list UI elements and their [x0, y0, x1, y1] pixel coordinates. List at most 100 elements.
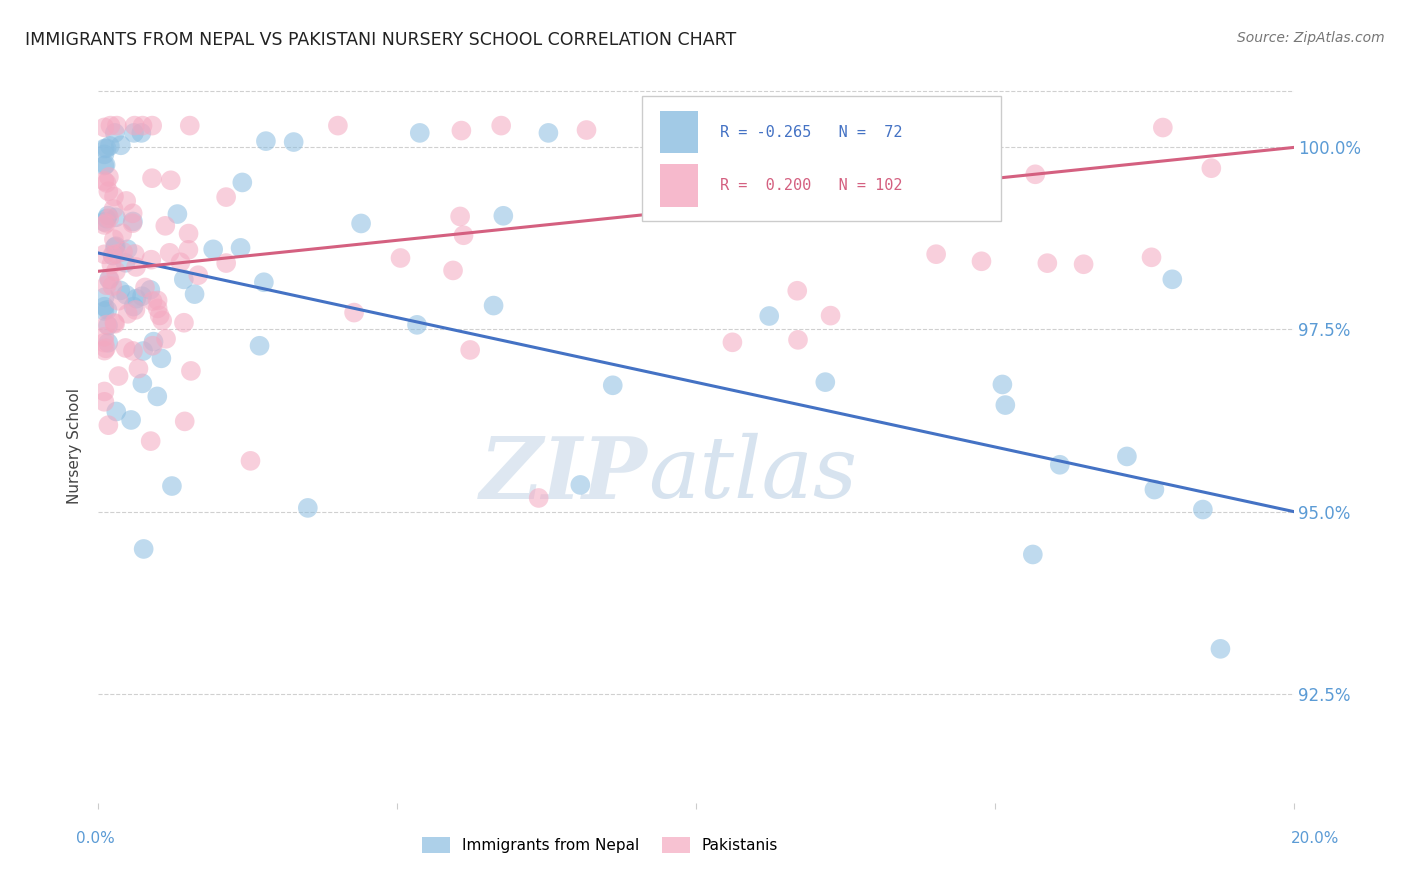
Point — [93, 142, 115, 156]
Point — [409, 126, 432, 140]
Point — [104, 211, 127, 225]
Point — [120, 413, 142, 427]
Point — [104, 126, 127, 140]
Point — [124, 247, 146, 261]
Point — [350, 217, 373, 231]
Point — [155, 219, 177, 233]
Point — [177, 243, 200, 257]
Point — [489, 119, 512, 133]
Point — [155, 332, 177, 346]
Point — [1140, 250, 1163, 264]
Point — [215, 256, 238, 270]
Point — [93, 304, 115, 318]
Point — [97, 318, 120, 333]
Point — [173, 414, 195, 428]
Text: R = -0.265   N =  72: R = -0.265 N = 72 — [720, 125, 903, 139]
Point — [146, 293, 169, 308]
Point — [93, 147, 115, 161]
Bar — [661, 164, 699, 207]
Point — [104, 239, 127, 253]
Point — [215, 190, 238, 204]
Point — [112, 244, 135, 259]
Point — [537, 126, 560, 140]
Point — [127, 361, 149, 376]
Point — [104, 264, 127, 278]
Point — [125, 260, 148, 274]
Point — [173, 316, 195, 330]
Point — [142, 339, 165, 353]
Point — [1143, 483, 1166, 497]
Point — [131, 289, 153, 303]
Point — [104, 240, 127, 254]
Point — [150, 313, 173, 327]
Point — [93, 384, 115, 399]
Point — [105, 247, 128, 261]
Point — [283, 135, 305, 149]
Point — [115, 288, 138, 302]
Point — [131, 119, 153, 133]
Point — [122, 126, 145, 140]
Point — [97, 335, 120, 350]
Text: 0.0%: 0.0% — [76, 831, 115, 846]
Point — [166, 207, 188, 221]
Point — [453, 228, 475, 243]
Point — [918, 119, 941, 133]
Text: ZIP: ZIP — [481, 433, 648, 516]
Point — [1049, 458, 1071, 472]
Text: atlas: atlas — [648, 434, 858, 516]
Point — [103, 189, 125, 203]
Point — [103, 316, 125, 330]
Point — [970, 254, 993, 268]
Point — [1116, 450, 1139, 464]
Point — [146, 301, 169, 316]
Point — [1022, 548, 1045, 562]
Point — [441, 263, 464, 277]
Point — [94, 342, 117, 356]
Point — [450, 123, 472, 137]
Point — [101, 279, 124, 293]
Point — [814, 375, 837, 389]
Point — [820, 309, 842, 323]
Point — [146, 389, 169, 403]
Point — [297, 500, 319, 515]
Point — [1073, 257, 1095, 271]
Point — [449, 210, 471, 224]
Point — [149, 309, 172, 323]
Point — [159, 245, 181, 260]
Point — [229, 241, 252, 255]
Point — [775, 154, 797, 169]
Point — [93, 218, 115, 232]
Point — [141, 171, 163, 186]
Point — [141, 119, 163, 133]
Point — [97, 169, 120, 184]
Point — [492, 209, 515, 223]
Point — [93, 159, 115, 173]
FancyBboxPatch shape — [643, 96, 1001, 221]
Point — [1152, 120, 1174, 135]
Point — [159, 173, 181, 187]
Point — [93, 290, 115, 304]
Point — [132, 344, 155, 359]
Point — [142, 294, 165, 309]
Point — [1161, 272, 1184, 286]
Point — [93, 120, 115, 135]
Point — [239, 454, 262, 468]
Point — [114, 341, 136, 355]
Point — [569, 478, 592, 492]
Point — [179, 119, 201, 133]
Point — [991, 377, 1014, 392]
Point — [721, 335, 744, 350]
Point — [389, 251, 412, 265]
Point — [1024, 167, 1046, 181]
Point — [786, 284, 808, 298]
Point — [150, 351, 173, 366]
Point — [110, 138, 132, 153]
Point — [107, 369, 129, 384]
Point — [103, 232, 125, 246]
Point — [253, 275, 276, 289]
Y-axis label: Nursery School: Nursery School — [67, 388, 83, 504]
Point — [661, 139, 683, 153]
Text: Source: ZipAtlas.com: Source: ZipAtlas.com — [1237, 31, 1385, 45]
Point — [98, 139, 121, 153]
Point — [121, 206, 143, 220]
